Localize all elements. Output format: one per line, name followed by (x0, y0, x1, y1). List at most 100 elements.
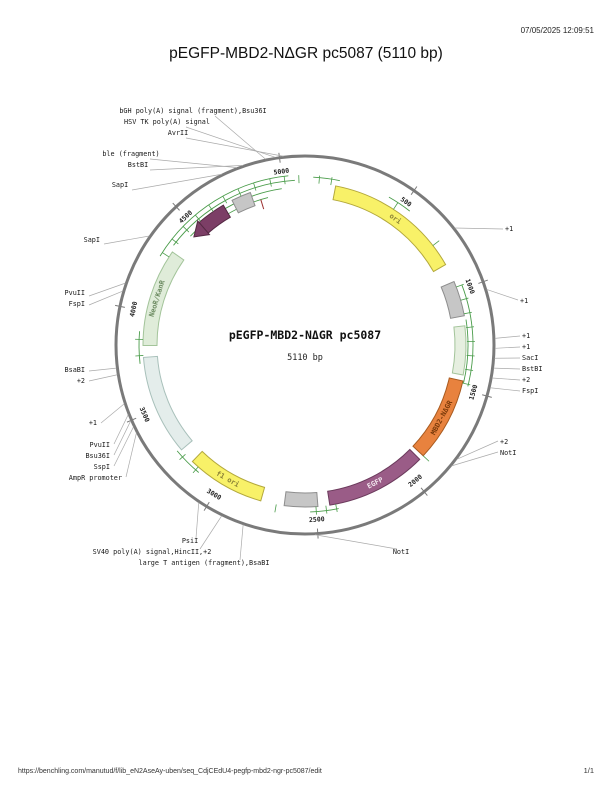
annotation-label[interactable]: +1 (522, 343, 530, 351)
annotation-label[interactable]: SspI (94, 463, 110, 471)
cut-site-tick (325, 505, 328, 514)
annotation-arc (388, 196, 411, 212)
annotation-arc (310, 508, 339, 513)
feature-fragment-2[interactable] (451, 325, 467, 376)
annotation-label[interactable]: ble (fragment) (102, 150, 159, 158)
cut-site-tick (335, 503, 338, 512)
feature-fragment-4[interactable] (231, 191, 256, 214)
annotation-label[interactable]: +2 (77, 377, 85, 385)
annotation-arc (463, 319, 469, 384)
annotation-label[interactable]: SV40 poly(A) signal,HincII,+2 (93, 548, 212, 556)
annotation-leader-line (88, 367, 117, 372)
annotation-label[interactable]: SacI (522, 354, 538, 362)
cut-site-tick (462, 382, 471, 386)
position-label: 1000 (464, 278, 477, 296)
plasmid-center-title: pEGFP-MBD2-NΔGR pc5087 (229, 328, 381, 342)
cut-site-tick (171, 238, 179, 245)
position-label: 4000 (128, 301, 139, 318)
cut-site-tick (192, 466, 199, 474)
cut-site-tick (330, 177, 333, 186)
cut-site-tick (208, 204, 214, 212)
annotation-label[interactable]: PvuII (65, 289, 85, 297)
annotation-label[interactable]: NotI (500, 449, 516, 457)
annotation-label[interactable]: BsaBI (65, 366, 85, 374)
annotation-leader-line (493, 367, 521, 370)
annotation-label[interactable]: +1 (520, 297, 528, 305)
position-tick (203, 501, 210, 511)
annotation-leader-line (492, 377, 521, 381)
annotation-label[interactable]: PvuII (90, 441, 110, 449)
feature-egfp[interactable] (327, 448, 421, 506)
annotation-arc (138, 331, 141, 364)
position-tick (316, 528, 319, 539)
annotation-leader-line (456, 440, 499, 460)
annotation-label[interactable]: +2 (500, 438, 508, 446)
annotation-label[interactable]: AmpR promoter (69, 474, 122, 482)
annotation-leader-line (214, 115, 266, 160)
annotation-label[interactable]: NotI (393, 548, 409, 556)
cut-site-tick (460, 297, 469, 301)
annotation-leader-line (494, 335, 521, 339)
annotation-label[interactable]: +1 (89, 419, 97, 427)
annotation-arc (461, 284, 474, 387)
annotation-leader-line (486, 289, 519, 301)
annotation-label[interactable]: +1 (522, 332, 530, 340)
plasmid-backbone-ring[interactable] (114, 154, 496, 536)
annotation-label[interactable]: Bsu36I (85, 452, 110, 460)
position-label: 5000 (273, 167, 290, 177)
annotation-label[interactable]: BstBI (522, 365, 542, 373)
cut-site-tick (222, 195, 228, 204)
feature-mbd2-ndgr[interactable] (412, 377, 464, 457)
cut-site-tick (283, 176, 286, 185)
annotation-leader-line (100, 403, 125, 424)
annotation-label[interactable]: large T antigen (fragment),BsaBI (139, 559, 270, 567)
feature-ampr-region[interactable] (142, 355, 193, 451)
footer-url[interactable]: https://benchling.com/manutud/f/lib_eN2A… (18, 768, 322, 775)
cut-site-tick (456, 283, 464, 288)
annotation-arc (173, 179, 295, 246)
position-label: 2000 (407, 473, 424, 489)
annotation-leader-line (88, 290, 123, 306)
red-tick (260, 199, 265, 210)
annotation-leader-line (88, 282, 126, 297)
position-label: 1500 (468, 384, 480, 401)
annotation-label[interactable]: +2 (522, 376, 530, 384)
annotation-label[interactable]: BstBI (128, 161, 148, 169)
annotation-label[interactable]: SapI (112, 181, 128, 189)
feature-neor-kanr[interactable] (142, 251, 185, 346)
annotation-label[interactable]: FspI (522, 387, 538, 395)
cut-site-tick (135, 355, 144, 357)
feature-feature-purple[interactable] (198, 204, 232, 234)
position-label: 4500 (177, 209, 194, 226)
annotation-label[interactable]: HSV TK poly(A) signal (124, 118, 210, 126)
annotation-label[interactable]: bGH poly(A) signal (fragment),Bsu36I (119, 107, 266, 115)
annotation-label[interactable]: AvrII (168, 129, 188, 137)
feature-fragment-1[interactable] (440, 280, 465, 319)
annotation-label[interactable]: SapI (84, 236, 100, 244)
annotation-leader-line (131, 173, 222, 191)
annotation-leader-line (149, 165, 244, 171)
cut-site-tick (422, 455, 430, 462)
annotation-leader-line (185, 137, 284, 157)
feature-fragment-3[interactable] (283, 491, 319, 508)
position-tick (482, 394, 492, 398)
annotations-layer: bGH poly(A) signal (fragment),Bsu36I HSV … (65, 107, 543, 567)
footer-page-indicator: 1/1 (584, 766, 594, 775)
feature-f1-ori[interactable] (191, 450, 266, 502)
cut-site-tick (162, 252, 170, 258)
annotation-label[interactable]: PsiI (182, 537, 198, 545)
annotation-label[interactable]: FspI (69, 300, 85, 308)
position-tick (126, 417, 137, 423)
feature-ori[interactable] (332, 185, 447, 273)
page-title: pEGFP-MBD2-NΔGR pc5087 (5110 bp) (169, 45, 443, 62)
annotation-leader-line (454, 227, 504, 230)
cut-site-tick (393, 202, 399, 210)
position-label: 2500 (309, 515, 325, 524)
cut-site-tick (466, 355, 475, 357)
cut-site-tick (318, 175, 321, 184)
position-tick (478, 279, 488, 284)
annotation-label[interactable]: +1 (505, 225, 513, 233)
annotation-leader-line (314, 534, 398, 550)
cut-site-tick (195, 214, 201, 222)
